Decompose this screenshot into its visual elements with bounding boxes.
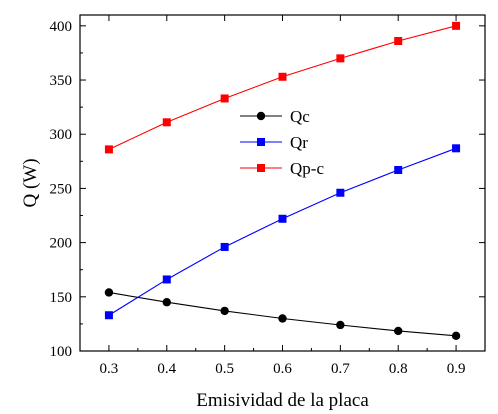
x-axis-title: Emisividad de la placa: [196, 390, 369, 411]
data-point: [452, 144, 461, 153]
series-layer: [104, 21, 461, 341]
data-point: [451, 331, 461, 341]
y-tick-label: 150: [50, 290, 73, 306]
data-point: [336, 188, 345, 197]
y-tick-label: 300: [50, 127, 73, 143]
series-line: [108, 291, 457, 337]
y-tick-label: 400: [50, 19, 73, 35]
x-tick-label: 0.6: [273, 361, 292, 377]
data-point: [394, 326, 403, 336]
legend: Qc Qr Qp-c: [240, 107, 324, 178]
y-tick-label: 350: [50, 73, 73, 89]
data-point: [336, 54, 345, 63]
legend-marker: [257, 138, 265, 146]
data-point: [104, 288, 114, 297]
data-point: [220, 242, 229, 251]
series-line: [108, 147, 457, 316]
data-point: [394, 165, 403, 174]
data-point: [162, 275, 171, 284]
data-point: [162, 118, 171, 127]
legend-marker: [256, 111, 266, 121]
y-tick-label: 250: [50, 181, 73, 197]
legend-label: Qc: [290, 107, 310, 126]
x-tick-label: 0.9: [447, 361, 466, 377]
legend-label: Qp-c: [290, 159, 324, 178]
y-axis-title: Q (W): [20, 158, 41, 207]
legend-marker: [257, 164, 265, 172]
data-point: [104, 145, 113, 154]
data-point: [278, 72, 287, 81]
data-point: [278, 314, 287, 323]
y-tick-label: 100: [50, 344, 73, 360]
data-point: [336, 320, 345, 330]
series-qp-c: [104, 21, 461, 154]
legend-entry: Qp-c: [240, 159, 324, 178]
series-qr: [104, 144, 461, 320]
legend-entry: Qr: [240, 133, 308, 152]
y-tick-label: 200: [50, 236, 73, 252]
x-tick-label: 0.7: [331, 361, 350, 377]
axes: 0.3 0.4 0.5 0.6 0.7 0.8 0.9 100 150 200 250 300 350 4…: [50, 14, 486, 377]
series-line: [108, 25, 457, 150]
data-point: [220, 306, 229, 316]
legend-label: Qr: [290, 133, 308, 152]
data-point: [162, 298, 171, 307]
data-point: [220, 94, 229, 103]
data-point: [278, 214, 287, 223]
data-point: [104, 311, 113, 320]
x-tick-label: 0.3: [100, 361, 119, 377]
data-point: [394, 37, 403, 46]
legend-entry: Qc: [240, 107, 310, 126]
x-tick-label: 0.8: [389, 361, 408, 377]
x-tick-label: 0.5: [215, 361, 234, 377]
series-qc: [104, 288, 461, 341]
x-tick-label: 0.4: [157, 361, 176, 377]
plot-frame: [79, 14, 486, 352]
data-point: [452, 21, 461, 30]
